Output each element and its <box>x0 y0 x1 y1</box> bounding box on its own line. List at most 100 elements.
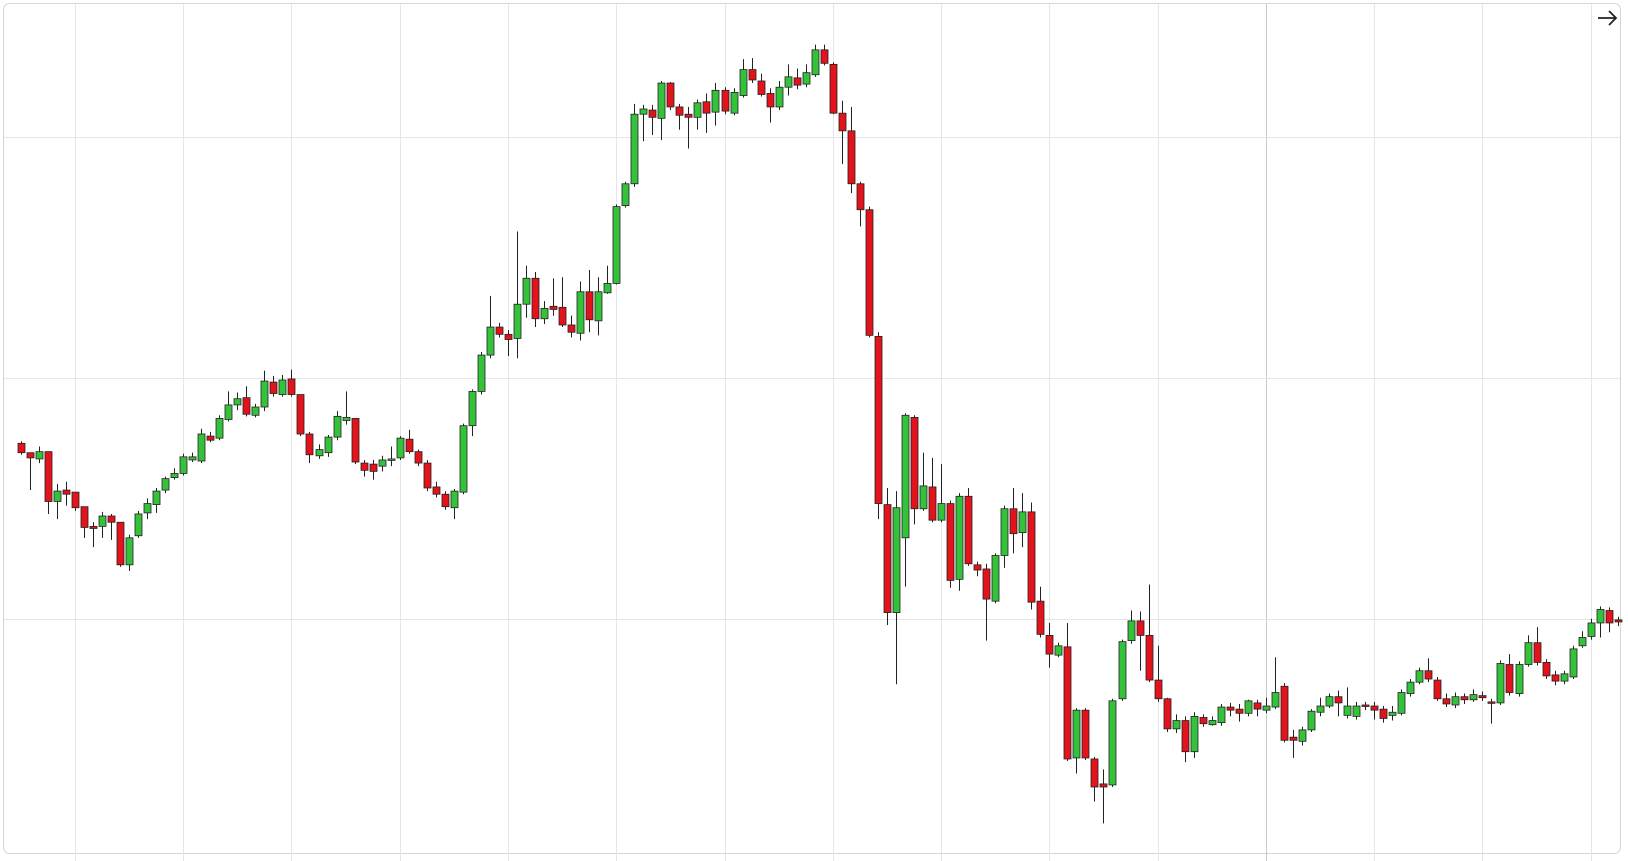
candle-body <box>603 283 612 294</box>
candle-body <box>80 506 89 528</box>
candle-body <box>125 537 134 566</box>
candle-body <box>197 433 206 462</box>
candle-body <box>333 415 342 438</box>
candle-body <box>838 112 847 132</box>
candle-body <box>892 507 901 613</box>
candle-body <box>675 106 684 116</box>
candle-body <box>71 491 80 509</box>
candle-body <box>432 486 441 495</box>
candle-body <box>1253 702 1262 710</box>
candle-body <box>549 305 558 310</box>
candle-body <box>233 398 242 406</box>
candle-body <box>441 493 450 508</box>
candle-body <box>1063 646 1072 760</box>
candle-body <box>179 456 188 474</box>
candle-body <box>1487 701 1496 704</box>
candle-body <box>423 462 432 489</box>
candle-body <box>414 451 423 464</box>
candle-body <box>865 209 874 336</box>
candles <box>17 44 1623 824</box>
candle-body <box>1551 674 1560 682</box>
candle-body <box>369 463 378 472</box>
candle-body <box>1316 705 1325 713</box>
candle-body <box>278 379 287 395</box>
expand-arrow[interactable] <box>1598 10 1618 26</box>
candle-body <box>1199 717 1208 725</box>
candle-body <box>1361 704 1370 707</box>
candle-body <box>946 503 955 581</box>
candle-body <box>351 418 360 463</box>
candle-body <box>1451 696 1460 706</box>
arrow-icon[interactable] <box>1598 10 1618 26</box>
candle-body <box>1000 508 1009 556</box>
candle-body <box>459 425 468 493</box>
candle-body <box>1154 679 1163 700</box>
candle-body <box>928 486 937 521</box>
candle-body <box>1244 700 1253 714</box>
candle-body <box>1118 641 1127 700</box>
candle-body <box>1108 700 1117 786</box>
candle-body <box>1280 685 1289 741</box>
candle-body <box>1054 645 1063 656</box>
candle-body <box>152 490 161 505</box>
candle-body <box>1515 664 1524 694</box>
candle-body <box>1560 673 1569 682</box>
candle-body <box>847 130 856 185</box>
candle-body <box>666 82 675 108</box>
candle-body <box>396 437 405 459</box>
candle-body <box>324 436 333 454</box>
candle-body <box>621 183 630 206</box>
candle-body <box>1442 698 1451 705</box>
candle-body <box>540 307 549 320</box>
candle-body <box>1307 710 1316 731</box>
candle-body <box>387 458 396 461</box>
candle-body <box>910 416 919 510</box>
candle-body <box>919 485 928 510</box>
candle-body <box>17 442 26 454</box>
candle-body <box>188 456 197 461</box>
candle-body <box>1181 720 1190 753</box>
candle-body <box>53 490 62 502</box>
candle-body <box>1163 698 1172 730</box>
candle-body <box>242 397 251 415</box>
candle-body <box>748 69 757 81</box>
candle-body <box>874 335 883 504</box>
candle-body <box>296 394 305 435</box>
candle-body <box>1072 709 1081 759</box>
candle-body <box>1533 642 1542 663</box>
candle-body <box>1379 708 1388 719</box>
candle-body <box>721 89 730 112</box>
candle-body <box>991 555 1000 602</box>
candle-body <box>937 503 946 521</box>
candle-body <box>1099 783 1108 788</box>
candle-body <box>1569 648 1578 678</box>
candle-body <box>504 333 513 340</box>
candle-body <box>468 391 477 427</box>
candle-body <box>730 92 739 114</box>
candle-body <box>1136 620 1145 636</box>
candle-body <box>1081 709 1090 759</box>
candle-body <box>98 515 107 527</box>
candle-body <box>360 462 369 471</box>
candle-body <box>378 459 387 467</box>
candle-body <box>1262 705 1271 711</box>
candle-body <box>107 515 116 523</box>
candle-body <box>1217 706 1226 724</box>
candle-body <box>1496 663 1505 704</box>
candle-body <box>1469 694 1478 701</box>
candle-body <box>820 49 829 64</box>
candle-body <box>1036 600 1045 635</box>
candle-body <box>657 82 666 119</box>
candle-body <box>1172 720 1181 730</box>
candle-body <box>450 490 459 509</box>
candle-body <box>1027 511 1036 603</box>
candle-body <box>982 568 991 600</box>
candle-body <box>1271 692 1280 708</box>
candle-body <box>693 102 702 118</box>
candle-body <box>1614 619 1623 623</box>
candle-body <box>793 77 802 86</box>
candle-body <box>1478 695 1487 699</box>
candle-body <box>883 504 892 613</box>
candle-body <box>1226 706 1235 711</box>
